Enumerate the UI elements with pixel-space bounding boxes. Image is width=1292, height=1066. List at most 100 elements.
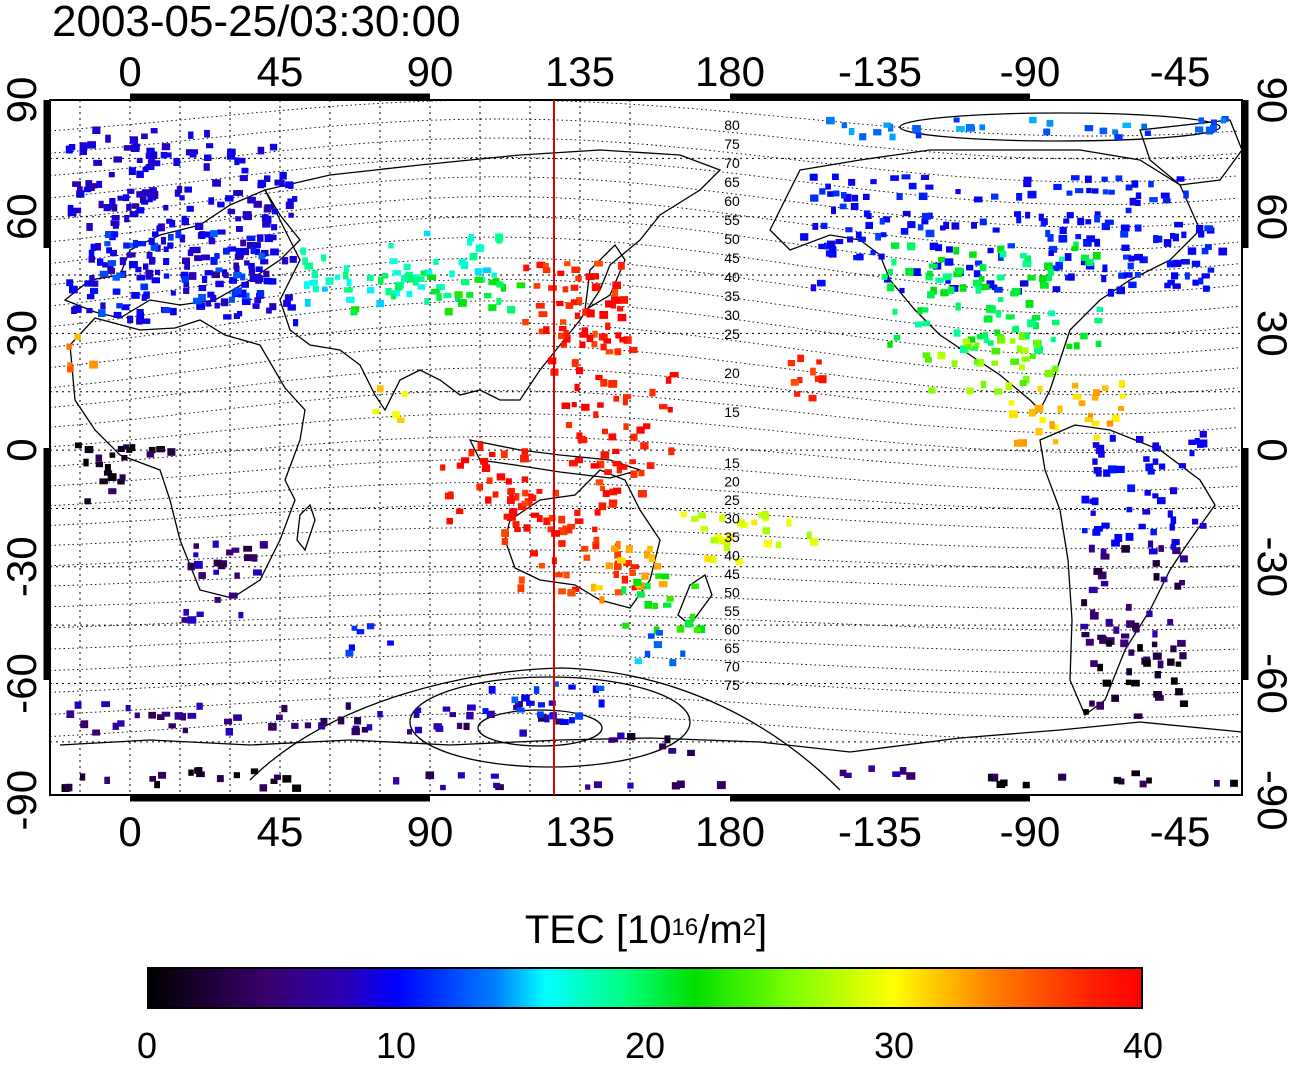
tec-cell [661, 573, 670, 580]
tec-cell [86, 294, 95, 300]
tec-cell [392, 411, 400, 419]
tec-cell [1169, 523, 1175, 531]
tec-cell [1083, 239, 1092, 247]
tec-cell [1142, 509, 1151, 515]
lat-tick-left: -60 [0, 653, 45, 714]
tec-cell [223, 314, 232, 320]
colorbar-title-unit-exponent: 2 [742, 914, 757, 941]
tec-cell [1091, 420, 1100, 426]
tec-cell [491, 272, 497, 278]
tec-cell [918, 192, 928, 200]
tec-cell [220, 298, 229, 307]
tec-cell [1118, 406, 1125, 411]
tec-cell [489, 451, 496, 457]
tec-cell [1090, 510, 1096, 516]
tec-cell [417, 276, 425, 282]
tec-cell [1086, 259, 1094, 266]
tec-cell [1046, 119, 1054, 127]
tec-cell [149, 256, 155, 265]
tec-cell [1152, 652, 1162, 660]
tec-cell [1187, 247, 1197, 255]
tec-cell [1171, 272, 1179, 280]
tec-cell [623, 394, 632, 400]
tec-cell [594, 509, 601, 516]
tec-cell [136, 274, 146, 281]
tec-cell [800, 233, 809, 241]
tec-cell [1044, 369, 1054, 378]
tec-cell [1153, 573, 1160, 581]
tec-cell [920, 174, 929, 180]
tec-cell [586, 309, 595, 318]
mlat-label-south: 15 [724, 455, 740, 471]
tec-cell [136, 309, 144, 316]
tec-cell [367, 287, 375, 294]
coast-australia [504, 469, 661, 609]
tec-cell [136, 191, 142, 198]
tec-cell [182, 257, 190, 265]
tec-cell [1090, 660, 1098, 667]
tec-cell [145, 269, 154, 278]
tec-cell [1132, 622, 1140, 631]
tec-cell [940, 225, 946, 231]
tec-cell [492, 491, 499, 498]
tec-cell [350, 309, 358, 316]
tec-cell [198, 285, 207, 292]
tec-cell [1094, 238, 1101, 247]
tec-cell [662, 602, 672, 608]
tec-cell [449, 270, 455, 278]
tec-cell [1101, 222, 1110, 231]
tec-cell [1035, 428, 1043, 436]
tec-cell [1230, 779, 1238, 787]
tec-cell [91, 183, 97, 189]
tec-cell [925, 229, 935, 238]
tec-cell [996, 274, 1005, 281]
tec-cell [136, 157, 143, 163]
tec-cell [1143, 456, 1150, 462]
tec-cell [935, 277, 944, 283]
tec-cell [1019, 380, 1027, 386]
tec-cell [863, 193, 870, 200]
tec-cell [77, 186, 83, 194]
tec-cell [613, 395, 620, 402]
tec-cell [233, 714, 242, 721]
tec-cell [1101, 522, 1110, 529]
tec-cell [1131, 679, 1140, 687]
tec-cell [1138, 523, 1146, 530]
tec-cell [944, 258, 954, 266]
tec-cell [521, 500, 529, 506]
tec-cell [1102, 264, 1108, 273]
tec-cell [226, 153, 236, 160]
tec-cell [1053, 439, 1059, 445]
tec-cell [240, 273, 246, 281]
tec-cell [97, 258, 104, 266]
tec-cell [1071, 175, 1080, 181]
tec-cell [693, 627, 702, 633]
tec-cell [991, 773, 999, 782]
tec-cell [107, 260, 117, 267]
tec-cell [123, 444, 130, 450]
tec-cell [385, 288, 392, 296]
tec-cell [973, 270, 981, 278]
tec-cell [571, 402, 577, 408]
tec-cell [825, 250, 834, 257]
tec-cell [148, 237, 155, 245]
tec-cell [816, 279, 826, 287]
tec-cell [117, 195, 125, 201]
tec-cell [647, 633, 655, 639]
tec-cell [1152, 630, 1158, 638]
tec-cell [623, 423, 629, 430]
tec-cell [238, 611, 244, 619]
tec-cell [1179, 580, 1185, 586]
tec-cell [468, 233, 475, 242]
tec-cell [372, 409, 380, 415]
tec-cell [351, 625, 358, 631]
tec-cell [619, 337, 627, 343]
tec-cell [86, 223, 93, 231]
tec-cell [518, 576, 525, 584]
tec-cell [1139, 780, 1147, 788]
tec-cell [571, 359, 579, 367]
tec-cell [151, 151, 158, 159]
axis-tick-labels: 0 45 90 135 180 -135 -90 -450 45 90 135 180 -135 -90-… [0, 48, 1292, 855]
tec-cell [469, 253, 478, 261]
tec-cell [105, 134, 111, 143]
